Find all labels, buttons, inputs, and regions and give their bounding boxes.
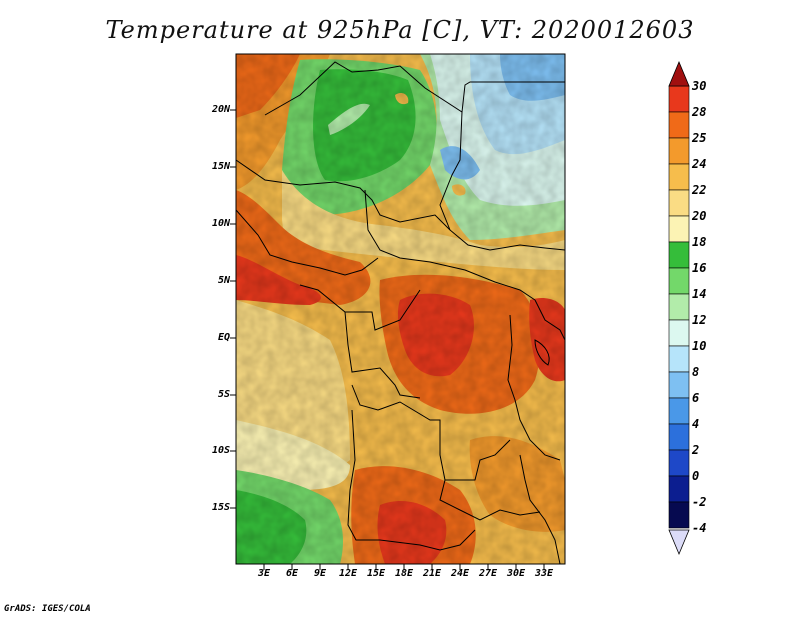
lon-label-15e: 15E (366, 568, 386, 579)
lon-label-27e: 27E (478, 568, 498, 579)
colorbar-segment (668, 215, 690, 243)
colorbar-segment (668, 475, 690, 503)
colorbar-segment (668, 137, 690, 165)
colorbar-label-22: 22 (692, 183, 707, 197)
lon-label-24e: 24E (450, 568, 470, 579)
lat-label-15s: 15S (211, 502, 230, 513)
colorbar-label-18: 18 (692, 235, 707, 249)
colorbar-label-16: 16 (692, 261, 707, 275)
colorbar-segment (668, 267, 690, 295)
lat-label-10s: 10S (211, 445, 230, 456)
colorbar-label-4: 4 (692, 417, 700, 431)
colorbar-segment (668, 189, 690, 217)
lat-label-5n: 5N (217, 275, 230, 286)
colorbar-segment (668, 111, 690, 139)
lon-label-30e: 30E (506, 568, 526, 579)
colorbar-label-6: 6 (692, 391, 700, 405)
lat-label-eq: EQ (217, 332, 230, 343)
colorbar-segment (668, 293, 690, 321)
colorbar-label-14: 14 (692, 287, 707, 301)
colorbar-segment (668, 85, 690, 113)
colorbar-label-20: 20 (692, 209, 707, 223)
colorbar-segment (668, 371, 690, 399)
axis-ticks (230, 109, 545, 570)
colorbar-segment (668, 501, 690, 529)
lon-label-6e: 6E (285, 568, 299, 579)
lon-label-12e: 12E (338, 568, 358, 579)
grads-credit: GrADS: IGES/COLA (4, 604, 91, 614)
lat-label-15n: 15N (211, 161, 230, 172)
colorbar-segment (668, 241, 690, 269)
colorbar-under-arrow (668, 529, 690, 556)
colorbar-label-12: 12 (692, 313, 707, 327)
colorbar-segment (668, 423, 690, 451)
colorbar-label-8: 8 (692, 365, 700, 379)
lon-label-3e: 3E (257, 568, 271, 579)
colorbar (668, 60, 690, 556)
temperature-field (236, 54, 565, 564)
colorbar-label-28: 28 (692, 105, 707, 119)
colorbar-segment (668, 319, 690, 347)
colorbar-label-24: 24 (692, 157, 707, 171)
colorbar-label-minus2: -2 (692, 495, 707, 509)
colorbar-segment (668, 163, 690, 191)
lat-label-20n: 20N (211, 104, 230, 115)
colorbar-over-arrow (668, 60, 690, 87)
lat-label-10n: 10N (211, 218, 230, 229)
chart-title: Temperature at 925hPa [C], VT: 202001260… (105, 16, 695, 44)
lon-label-18e: 18E (394, 568, 414, 579)
country-borders (236, 61, 565, 564)
colorbar-label-2: 2 (692, 443, 700, 457)
colorbar-label-30: 30 (692, 79, 707, 93)
colorbar-segment (668, 449, 690, 477)
map-frame (235, 53, 566, 565)
colorbar-label-0: 0 (692, 469, 700, 483)
colorbar-segment (668, 397, 690, 425)
colorbar-label-minus4: -4 (692, 521, 707, 535)
colorbar-segment (668, 345, 690, 373)
lat-label-5s: 5S (217, 389, 230, 400)
colorbar-label-10: 10 (692, 339, 707, 353)
colorbar-label-25: 25 (692, 131, 707, 145)
lon-label-33e: 33E (534, 568, 554, 579)
lon-label-9e: 9E (313, 568, 327, 579)
lon-label-21e: 21E (422, 568, 442, 579)
